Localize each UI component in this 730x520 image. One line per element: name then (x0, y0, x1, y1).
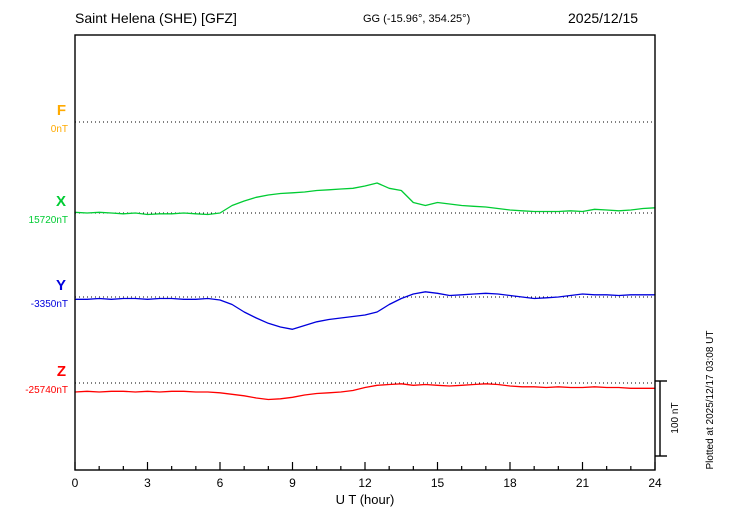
component-baseline-y: -3350nT (30, 299, 68, 310)
component-baseline-z: -25740nT (25, 385, 68, 396)
plot-date: 2025/12/15 (568, 10, 639, 26)
x-tick-label: 3 (144, 476, 151, 490)
x-tick-label: 18 (503, 476, 517, 490)
x-tick-label: 15 (430, 476, 445, 490)
x-tick-label: 12 (358, 476, 372, 490)
plotted-at-note: Plotted at 2025/12/17 03:08 UT (705, 330, 716, 470)
x-tick-label: 21 (575, 476, 590, 490)
component-label-f: F (56, 102, 66, 119)
plot-frame (74, 34, 656, 471)
scale-bar-label: 100 nT (670, 402, 681, 434)
x-axis-tick-labels: 0 3 6 9 12 15 18 21 24 (0, 476, 730, 492)
x-tick-label: 6 (216, 476, 224, 490)
x-tick-label: 24 (648, 476, 662, 490)
geographic-coords: GG (-15.96°, 354.25°) (363, 13, 471, 25)
component-baseline-x: 15720nT (28, 215, 68, 226)
trace-y (74, 291, 656, 330)
component-label-z: Z (56, 363, 66, 380)
component-label-x: X (55, 193, 66, 210)
component-baseline-f: 0nT (50, 124, 68, 135)
x-tick-label: 9 (289, 476, 296, 490)
x-tick-label: 0 (71, 476, 79, 490)
station-title: Saint Helena (SHE) [GFZ] (75, 10, 237, 26)
component-label-y: Y (55, 277, 66, 294)
trace-z (74, 383, 656, 401)
trace-x (74, 182, 656, 216)
x-axis-title: U T (hour) (335, 492, 395, 507)
